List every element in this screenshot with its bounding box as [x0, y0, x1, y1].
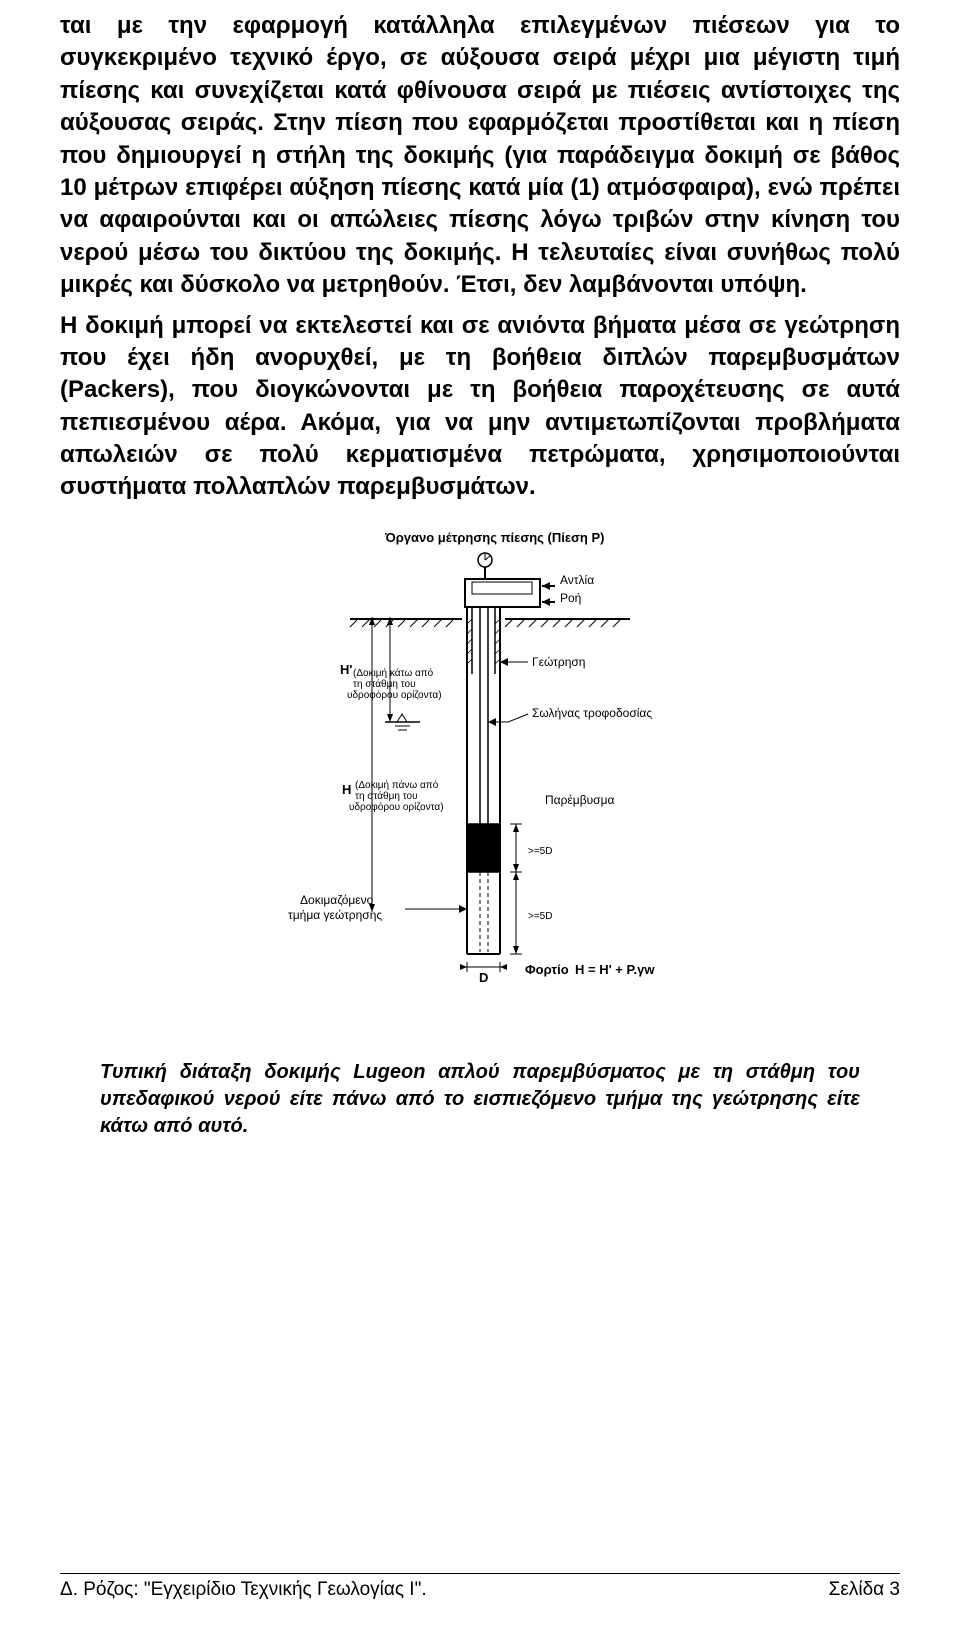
supply-pipe-label: Σωλήνας τροφοδοσίας: [532, 706, 652, 720]
pump-label: Αντλία: [560, 573, 594, 587]
ge5d-lower: >=5D: [528, 911, 552, 922]
paragraph-1: ται με την εφαρμογή κατάλληλα επιλεγμένω…: [60, 10, 900, 302]
diagram-title: Όργανο μέτρησης πίεσης (Πίεση P): [384, 530, 604, 545]
footer-right: Σελίδα 3: [829, 1579, 900, 1601]
page-content: ται με την εφαρμογή κατάλληλα επιλεγμένω…: [60, 0, 900, 1140]
ge5d-upper: >=5D: [528, 846, 552, 857]
lugeon-diagram: Όργανο μέτρησης πίεσης (Πίεση P) Αντλία …: [210, 524, 750, 1029]
page-footer: Δ. Ρόζος: "Εγχειρίδιο Τεχνικής Γεωλογίας…: [60, 1573, 900, 1601]
h-prime-note2: τη στάθμη του: [353, 678, 416, 690]
load-label: Φορτίο: [525, 962, 569, 977]
footer-left: Δ. Ρόζος: "Εγχειρίδιο Τεχνικής Γεωλογίας…: [60, 1579, 427, 1601]
h-label: H: [342, 782, 351, 797]
h-prime-label: H': [340, 662, 352, 677]
d-label: D: [479, 970, 488, 985]
formula: H = H' + P.γw: [575, 962, 655, 977]
packer-label: Παρέμβυσμα: [545, 793, 614, 807]
h-note2: τη στάθμη του: [355, 790, 418, 802]
h-prime-note3: υδροφόρου ορίζοντα): [347, 689, 442, 701]
h-note3: υδροφόρου ορίζοντα): [349, 801, 444, 813]
paragraph-2: Η δοκιμή μπορεί να εκτελεστεί και σε ανι…: [60, 310, 900, 504]
flow-label: Ροή: [560, 591, 581, 605]
h-note1: (Δοκιμή πάνω από: [355, 779, 439, 791]
h-prime-note1: (Δοκιμή κάτω από: [353, 667, 434, 679]
test-section-label-1: Δοκιμαζόμενο: [300, 893, 374, 907]
test-section-label-2: τμήμα γεώτρησης: [288, 908, 382, 922]
diagram-container: Όργανο μέτρησης πίεσης (Πίεση P) Αντλία …: [60, 524, 900, 1029]
borehole-label: Γεώτρηση: [532, 655, 585, 669]
figure-caption: Τυπική διάταξη δοκιμής Lugeon απλού παρε…: [100, 1059, 860, 1140]
